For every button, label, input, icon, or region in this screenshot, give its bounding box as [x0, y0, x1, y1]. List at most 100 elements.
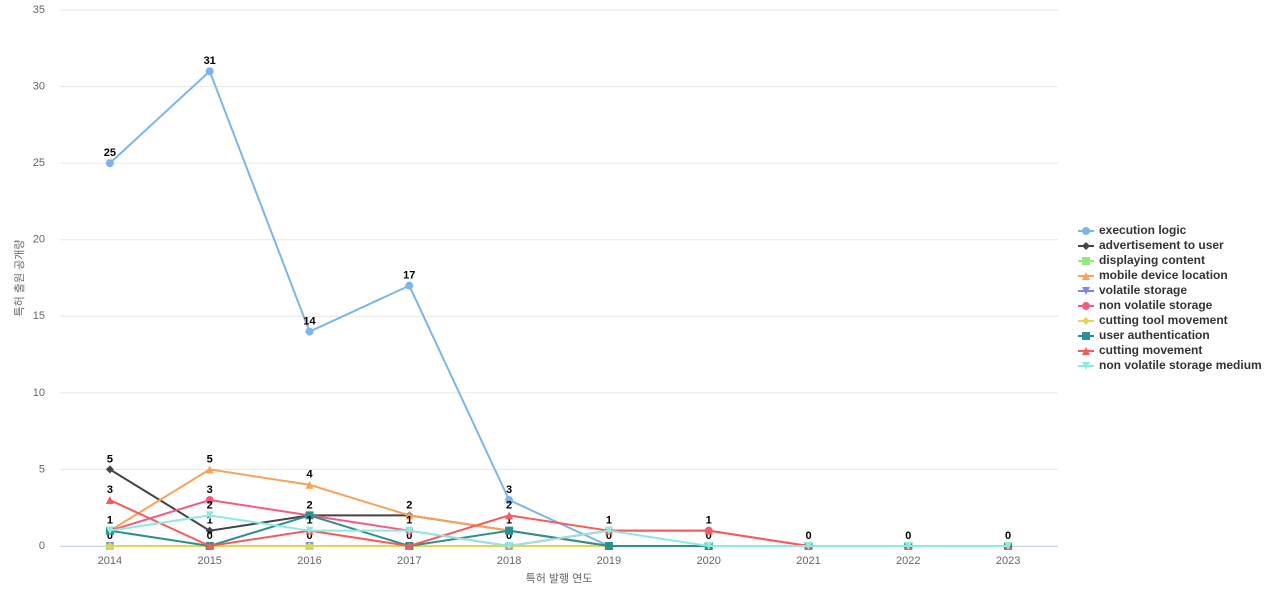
- data-label: 1: [306, 515, 312, 527]
- data-label: 2: [406, 499, 412, 511]
- data-label: 1: [706, 515, 712, 527]
- data-label: 0: [207, 530, 213, 542]
- point: [305, 526, 314, 535]
- y-tick-label: 15: [33, 310, 45, 322]
- point: [604, 526, 613, 535]
- legend-label: user authentication: [1099, 328, 1210, 342]
- data-label: 0: [905, 530, 911, 542]
- legend-label: execution logic: [1099, 223, 1187, 237]
- data-label: 0: [406, 530, 412, 542]
- point: [505, 526, 514, 535]
- point: [704, 526, 713, 535]
- point: [405, 526, 414, 535]
- y-tick-label: 20: [33, 234, 45, 246]
- legend-symbol: [1082, 317, 1090, 325]
- legend-symbol: [1082, 362, 1090, 370]
- data-label: 2: [207, 499, 213, 511]
- data-label: 3: [506, 484, 512, 496]
- point: [405, 281, 414, 290]
- data-label: 0: [306, 530, 312, 542]
- data-label: 0: [107, 530, 113, 542]
- x-tick-label: 2018: [497, 555, 521, 567]
- data-label: 31: [204, 55, 216, 67]
- point: [405, 511, 414, 520]
- legend-symbol: [1082, 257, 1090, 265]
- point: [205, 542, 214, 550]
- y-tick-label: 25: [33, 157, 45, 169]
- point: [105, 496, 114, 505]
- point: [205, 67, 214, 76]
- point: [305, 511, 314, 520]
- data-label: 0: [706, 530, 712, 542]
- point: [804, 542, 813, 550]
- point: [305, 480, 314, 489]
- point: [105, 542, 114, 550]
- data-label: 1: [207, 515, 213, 527]
- point: [505, 511, 514, 520]
- point: [505, 542, 514, 550]
- x-axis-title: 특허 발행 연도: [526, 572, 593, 585]
- data-label: 0: [606, 530, 612, 542]
- legend-label: non volatile storage medium: [1099, 358, 1262, 372]
- x-tick-label: 2022: [896, 555, 920, 567]
- y-tick-label: 0: [39, 540, 45, 552]
- point: [305, 327, 314, 336]
- legend-symbol: [1082, 242, 1090, 250]
- point: [1004, 542, 1013, 550]
- data-label: 1: [506, 515, 512, 527]
- data-label: 3: [107, 484, 113, 496]
- legend-symbol: [1082, 347, 1090, 355]
- data-label: 25: [104, 147, 116, 159]
- point: [305, 542, 314, 550]
- data-label: 14: [303, 316, 316, 328]
- x-tick-label: 2019: [597, 555, 621, 567]
- data-label: 0: [1005, 530, 1011, 542]
- point: [205, 465, 214, 474]
- point: [105, 526, 114, 535]
- x-tick-label: 2014: [98, 555, 122, 567]
- series-line: [109, 514, 1009, 548]
- data-label: 3: [207, 484, 213, 496]
- x-tick-label: 2023: [996, 555, 1020, 567]
- point: [505, 496, 514, 505]
- y-axis-title: 특허 출원 공개량: [13, 240, 26, 317]
- data-label: 1: [107, 515, 113, 527]
- data-label: 17: [403, 270, 415, 282]
- legend-symbol: [1082, 287, 1090, 295]
- legend-label: non volatile storage: [1099, 298, 1213, 312]
- y-tick-label: 5: [39, 463, 45, 475]
- legend-label: volatile storage: [1099, 283, 1187, 297]
- point: [205, 496, 214, 505]
- x-tick-label: 2017: [397, 555, 421, 567]
- point: [405, 542, 414, 550]
- legend-label: mobile device location: [1099, 268, 1228, 282]
- x-tick-label: 2021: [796, 555, 820, 567]
- point: [205, 526, 214, 535]
- legend-label: cutting movement: [1099, 343, 1202, 357]
- x-tick-label: 2020: [696, 555, 720, 567]
- y-tick-label: 10: [33, 387, 45, 399]
- y-tick-label: 30: [33, 80, 45, 92]
- data-label: 1: [606, 515, 612, 527]
- data-label: 5: [207, 453, 213, 465]
- y-tick-label: 35: [33, 4, 45, 16]
- point: [704, 542, 713, 550]
- data-label: 2: [506, 499, 512, 511]
- x-tick-label: 2015: [197, 555, 221, 567]
- data-label: 5: [107, 453, 113, 465]
- point: [205, 511, 214, 520]
- legend-label: cutting tool movement: [1099, 313, 1228, 327]
- legend-symbol: [1082, 272, 1090, 280]
- data-label: 1: [406, 515, 412, 527]
- legend-label: advertisement to user: [1099, 238, 1224, 252]
- x-tick-label: 2016: [297, 555, 321, 567]
- data-label: 2: [306, 499, 312, 511]
- point: [904, 542, 913, 550]
- legend-symbol: [1082, 227, 1090, 235]
- point: [604, 542, 613, 550]
- point: [105, 465, 114, 474]
- point: [105, 159, 114, 168]
- legend-symbol: [1082, 302, 1090, 310]
- data-label: 0: [805, 530, 811, 542]
